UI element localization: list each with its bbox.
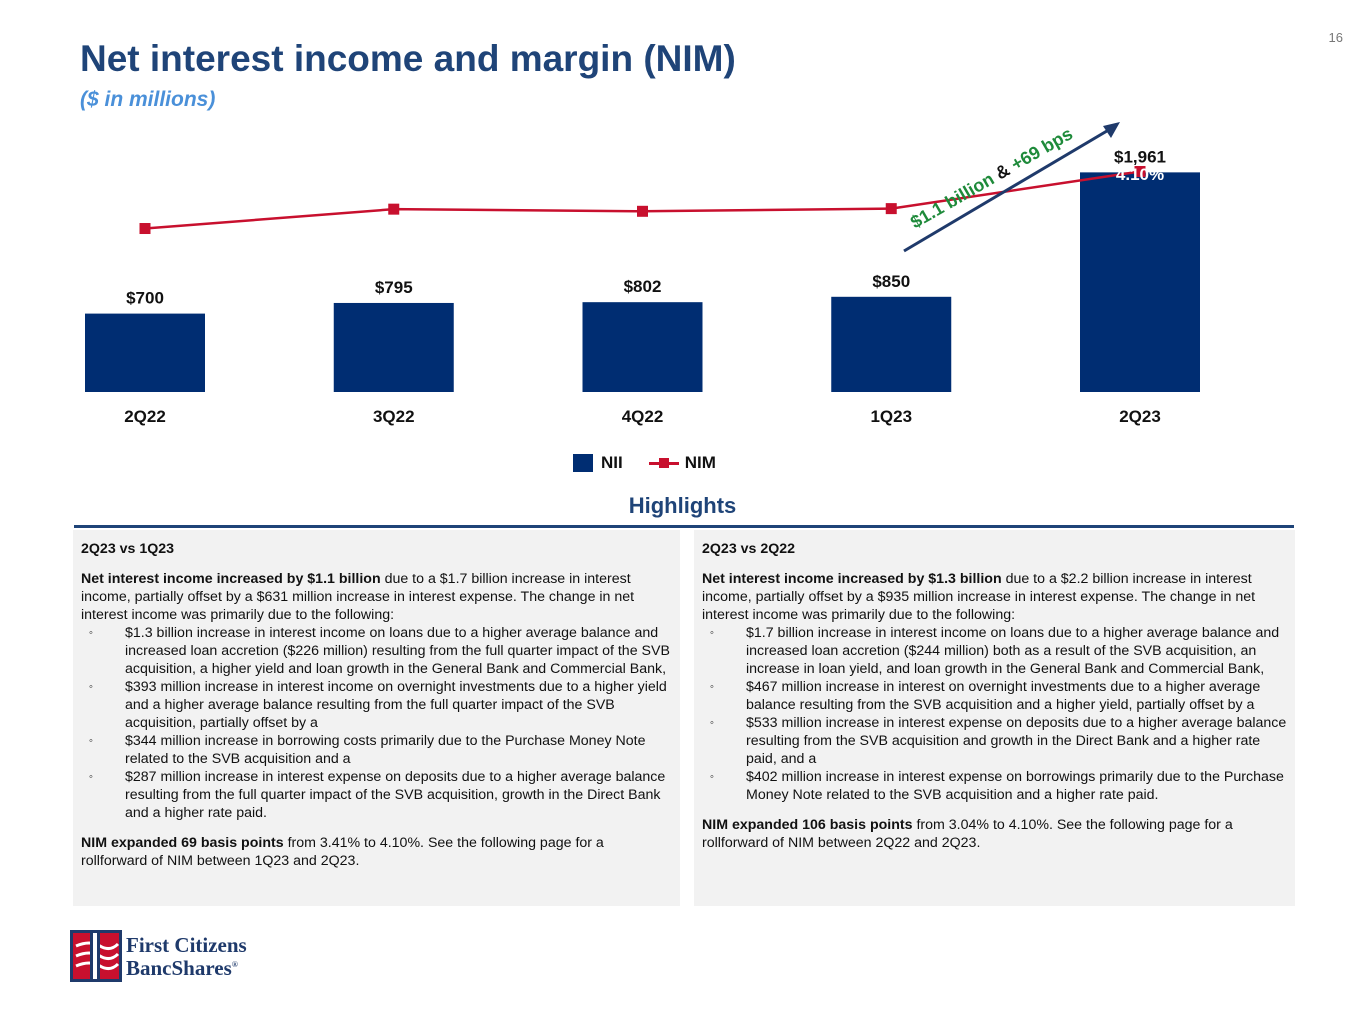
panel-bullet-list: $1.7 billion increase in interest income… — [702, 624, 1287, 804]
x-axis-tick-label: 4Q22 — [622, 407, 664, 426]
logo-line-1: First Citizens — [126, 932, 247, 957]
chart-labels: $700 2Q22 $795 3Q22 $802 4Q22 $850 1Q23 $1,961 2Q… — [121, 147, 1166, 426]
chart-legend: NII NIM — [573, 453, 716, 473]
panel-intro: Net interest income increased by $1.1 bi… — [81, 570, 672, 624]
x-axis-tick-label: 2Q22 — [124, 407, 166, 426]
panel-closing: NIM expanded 106 basis points from 3.04%… — [702, 816, 1287, 852]
panel-intro-text: due to a $2.2 billion increase in intere… — [702, 571, 1256, 623]
nii-bars — [85, 172, 1200, 392]
x-axis-tick-label: 3Q22 — [373, 407, 415, 426]
page-title: Net interest income and margin (NIM) — [80, 38, 736, 79]
logo-wordmark: First Citizens BancShares® — [126, 932, 247, 978]
nim-point — [139, 223, 151, 235]
nim-value-label: 3.04% — [121, 196, 169, 215]
nii-nim-chart: $700 2Q22 $795 3Q22 $802 4Q22 $850 1Q23 $1,961 2Q… — [85, 122, 1200, 426]
panel-bullet: $402 million increase in interest expens… — [702, 768, 1287, 804]
growth-arrow-line — [903, 126, 1113, 253]
growth-annotation-bps: +69 bps — [1007, 123, 1075, 174]
panel-heading: 2Q23 vs 1Q23 — [81, 541, 175, 557]
panel-intro-bold: Net interest income increased by $1.1 bi… — [81, 571, 381, 587]
panel-bullet: $467 million increase in interest on ove… — [702, 678, 1287, 714]
nii-bar — [582, 302, 703, 392]
panel-closing-text: from 3.04% to 4.10%. See the following p… — [702, 817, 1233, 851]
highlights-panel-yoy: 2Q23 vs 2Q22 Net interest income increas… — [694, 530, 1295, 906]
nim-point — [1134, 166, 1146, 178]
panel-closing-text: from 3.41% to 4.10%. See the following p… — [81, 835, 604, 869]
highlights-heading: Highlights — [628, 493, 737, 518]
logo-registered-mark: ® — [231, 959, 238, 969]
panel-bullet: $287 million increase in interest expens… — [81, 768, 672, 822]
x-axis-tick-label: 1Q23 — [870, 407, 912, 426]
panel-closing: NIM expanded 69 basis points from 3.41% … — [81, 834, 672, 870]
highlights-divider — [74, 525, 1294, 528]
nim-value-label: 3.41% — [867, 176, 915, 195]
logo-line-2-text: BancShares — [126, 955, 232, 980]
nim-value-label: 4.10% — [1116, 165, 1164, 184]
nim-value-label: 3.40% — [370, 176, 418, 195]
nim-line-series — [139, 166, 1146, 235]
nim-point — [388, 203, 400, 215]
legend-nim-label: NIM — [684, 453, 716, 472]
growth-arrow-head — [1103, 122, 1120, 138]
nii-bar — [85, 313, 205, 392]
panel-intro: Net interest income increased by $1.3 bi… — [702, 570, 1287, 624]
nim-point — [637, 205, 648, 217]
nim-point — [885, 203, 897, 215]
panel-bullet-list: $1.3 billion increase in interest income… — [81, 624, 672, 822]
nii-value-label: $795 — [375, 278, 413, 297]
page-number: 16 — [1328, 30, 1343, 45]
panel-intro-text: due to a $1.7 billion increase in intere… — [81, 571, 635, 623]
nii-value-label: $1,961 — [1114, 147, 1166, 166]
legend-nim-swatch — [648, 454, 679, 472]
panel-bullet: $344 million increase in borrowing costs… — [81, 732, 672, 768]
nii-bar — [333, 302, 454, 392]
company-logo: First Citizens BancShares® — [70, 930, 247, 982]
growth-annotation: $1.1 billion & +69 bps — [907, 123, 1076, 232]
highlights-panel-qoq: 2Q23 vs 1Q23 Net interest income increas… — [73, 530, 680, 906]
flag-logo-icon — [70, 930, 122, 982]
nii-bar — [1080, 172, 1200, 392]
panel-closing-bold: NIM expanded 106 basis points — [702, 817, 913, 833]
nii-value-label: $802 — [624, 277, 662, 296]
logo-line-2: BancShares® — [126, 955, 247, 978]
panel-bullet: $1.7 billion increase in interest income… — [702, 624, 1287, 678]
nii-bar — [831, 296, 952, 392]
panel-intro-bold: Net interest income increased by $1.3 bi… — [702, 571, 1002, 587]
legend-nii-swatch — [573, 454, 593, 472]
panel-heading: 2Q23 vs 2Q22 — [702, 541, 796, 557]
legend-nii-label: NII — [601, 453, 623, 472]
page-subtitle: ($ in millions) — [80, 88, 216, 111]
x-axis-tick-label: 2Q23 — [1119, 407, 1161, 426]
panel-bullet: $393 million increase in interest income… — [81, 678, 672, 732]
panel-bullet: $1.3 billion increase in interest income… — [81, 624, 672, 678]
nii-value-label: $850 — [872, 272, 910, 291]
panel-bullet: $533 million increase in interest expens… — [702, 714, 1287, 768]
nii-value-label: $700 — [126, 289, 164, 308]
nim-value-label: 3.36% — [618, 178, 666, 197]
panel-closing-bold: NIM expanded 69 basis points — [81, 835, 284, 851]
